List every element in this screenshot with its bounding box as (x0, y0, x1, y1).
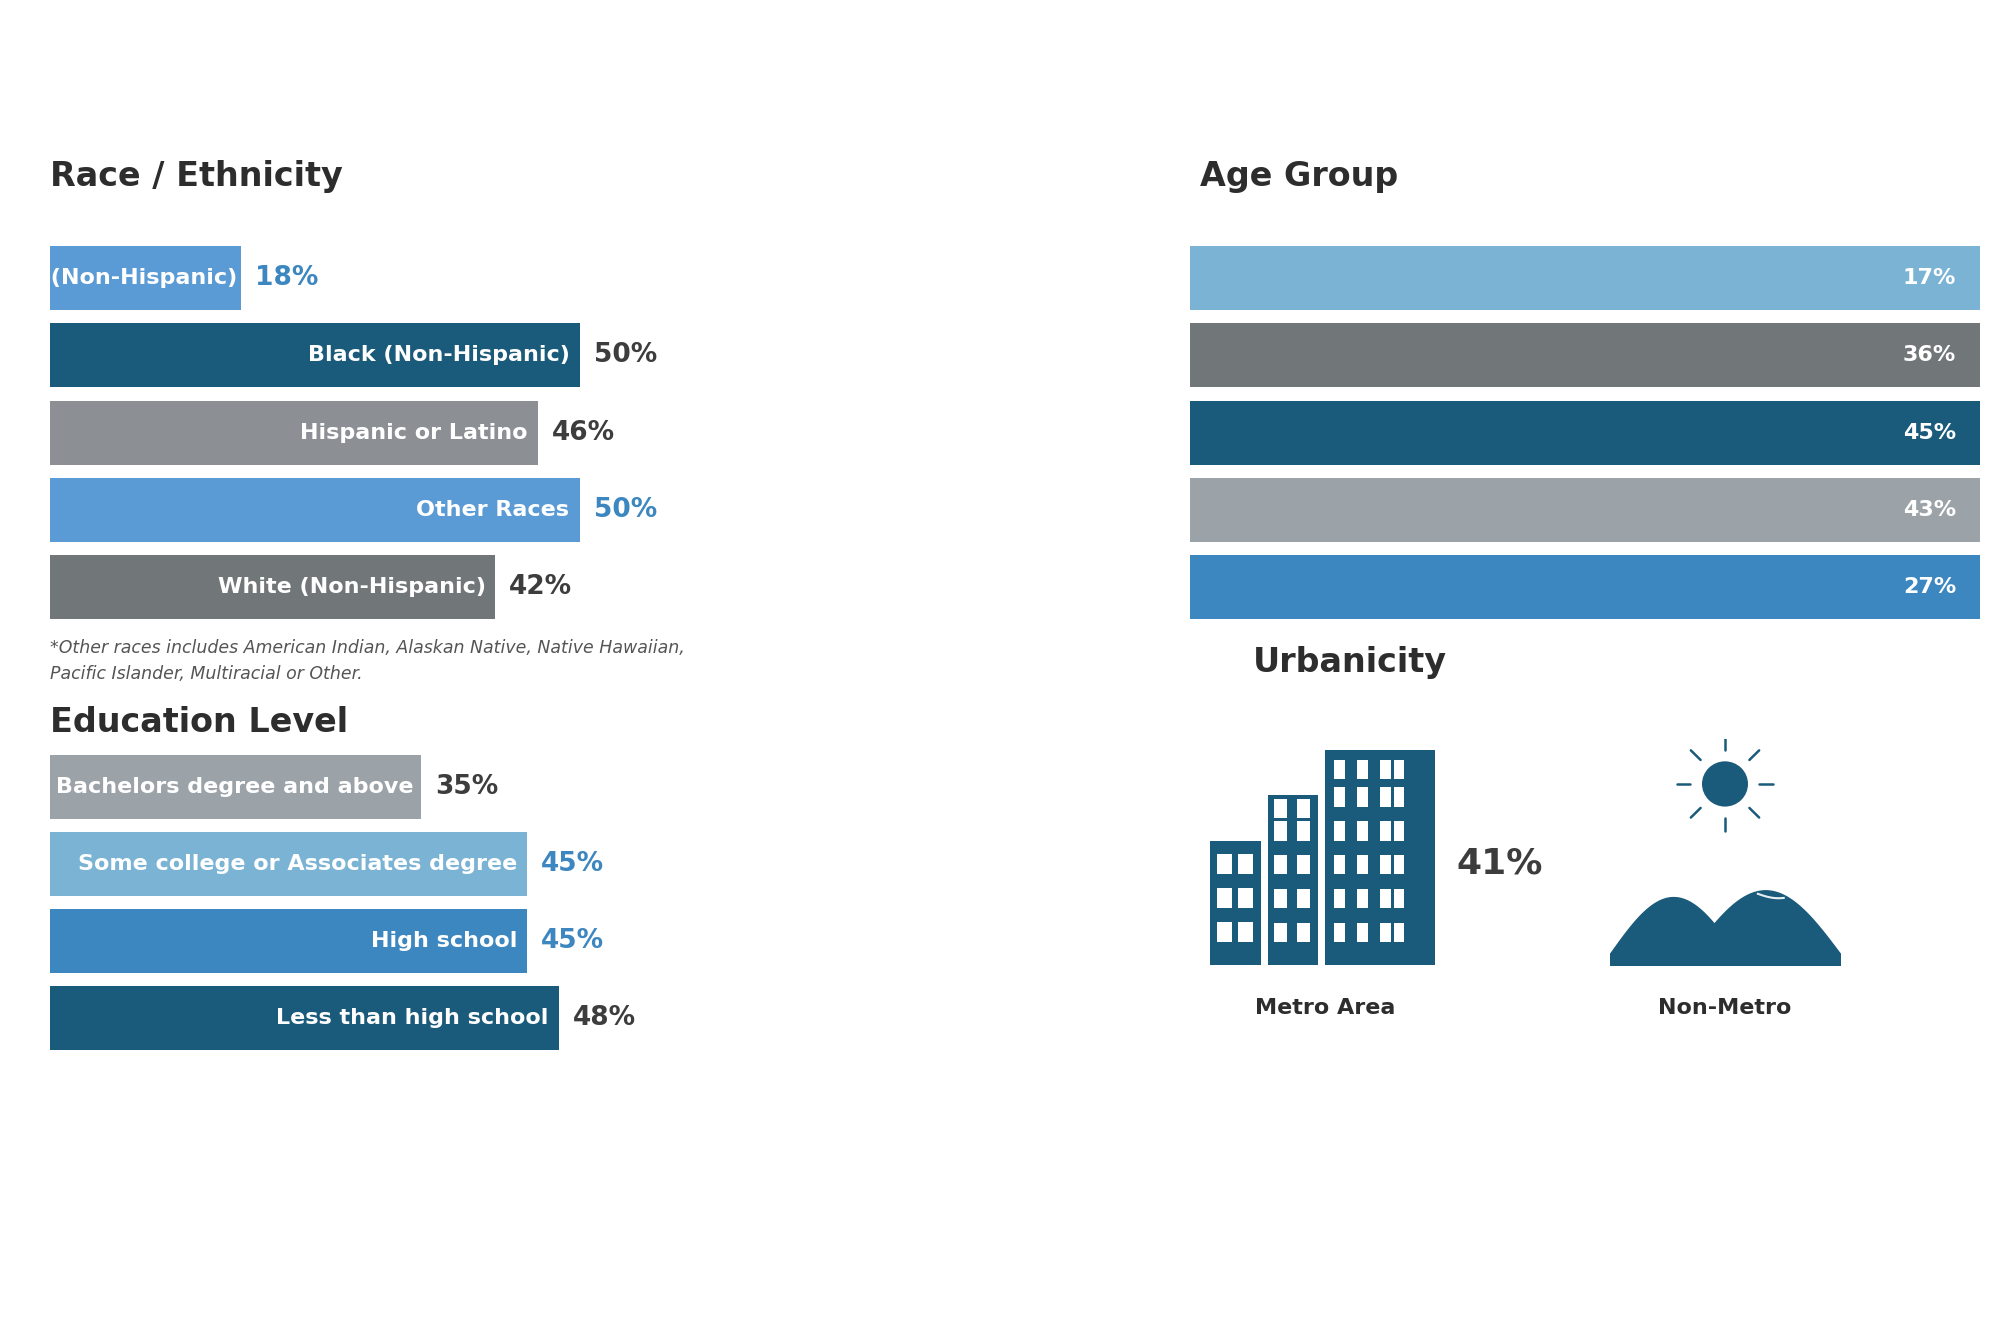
Text: *Other races includes American Indian, Alaskan Native, Native Hawaiian,
Pacific : *Other races includes American Indian, A… (50, 639, 684, 683)
Text: 45%: 45% (540, 851, 604, 877)
Text: 45%: 45% (1904, 422, 1956, 443)
Text: Urbanicity: Urbanicity (1252, 646, 1446, 679)
Text: Bachelors degree and above: Bachelors degree and above (56, 776, 414, 797)
Text: 50%: 50% (594, 496, 658, 523)
Bar (1394, 760, 1404, 780)
Bar (1238, 922, 1252, 942)
Text: Education Level: Education Level (50, 705, 348, 739)
Bar (1298, 799, 1310, 817)
Bar (1298, 924, 1310, 942)
Bar (1394, 821, 1404, 841)
Text: Race / Ethnicity: Race / Ethnicity (50, 160, 342, 193)
Text: Less than high school: Less than high school (276, 1008, 548, 1029)
Text: 27%: 27% (1904, 576, 1956, 598)
Bar (1334, 924, 1344, 942)
Bar (1210, 841, 1260, 965)
Text: 50%: 50% (594, 342, 658, 369)
Bar (1394, 788, 1404, 807)
Text: 42%: 42% (510, 574, 572, 600)
Text: Some college or Associates degree: Some college or Associates degree (78, 853, 518, 874)
Bar (1298, 856, 1310, 874)
Bar (1334, 788, 1344, 807)
Text: 45%: 45% (540, 928, 604, 954)
Bar (1298, 889, 1310, 909)
Text: Hispanic or Latino: Hispanic or Latino (300, 422, 528, 443)
Text: 48%: 48% (572, 1005, 636, 1032)
Bar (1274, 889, 1288, 909)
Bar (1334, 821, 1344, 841)
Bar (1358, 788, 1368, 807)
Text: Age Group: Age Group (1200, 160, 1398, 193)
Bar (1274, 856, 1288, 874)
Text: Black (Non-Hispanic): Black (Non-Hispanic) (308, 345, 570, 366)
Text: 46%: 46% (552, 419, 614, 446)
Bar (1358, 760, 1368, 780)
Bar (1380, 788, 1390, 807)
Text: Other Races: Other Races (416, 499, 570, 520)
Text: 17%: 17% (1902, 268, 1956, 289)
Bar (1394, 889, 1404, 909)
Bar (1238, 888, 1252, 909)
Text: Asian (Non-Hispanic): Asian (Non-Hispanic) (0, 268, 236, 289)
Bar (1380, 924, 1390, 942)
Text: 43%: 43% (1904, 499, 1956, 520)
Bar (1268, 796, 1318, 965)
Circle shape (1702, 761, 1748, 807)
Bar (1238, 855, 1252, 874)
Bar (1380, 760, 1390, 780)
Bar (1274, 821, 1288, 841)
Text: Metro Area: Metro Area (1254, 998, 1396, 1018)
Bar (1216, 855, 1232, 874)
Bar (1358, 821, 1368, 841)
Text: 35%: 35% (434, 773, 498, 800)
Bar (1380, 889, 1390, 909)
Bar (1274, 799, 1288, 817)
Bar (1334, 856, 1344, 874)
Text: White (Non-Hispanic): White (Non-Hispanic) (218, 576, 486, 598)
Bar (1358, 889, 1368, 909)
Bar (1324, 751, 1436, 965)
Bar (1358, 924, 1368, 942)
Bar (1380, 856, 1390, 874)
Bar (1334, 889, 1344, 909)
Bar (1334, 760, 1344, 780)
Bar (1274, 924, 1288, 942)
Text: 18%: 18% (254, 265, 318, 291)
Bar (1394, 924, 1404, 942)
Bar (1216, 922, 1232, 942)
Text: 36%: 36% (1904, 345, 1956, 366)
Bar (1298, 821, 1310, 841)
Bar (1216, 888, 1232, 909)
Bar (1358, 856, 1368, 874)
Text: Non-Metro: Non-Metro (1658, 998, 1792, 1018)
Bar (1394, 856, 1404, 874)
Text: 41%: 41% (1456, 847, 1542, 880)
Text: High school: High school (372, 930, 518, 952)
Bar (1380, 821, 1390, 841)
